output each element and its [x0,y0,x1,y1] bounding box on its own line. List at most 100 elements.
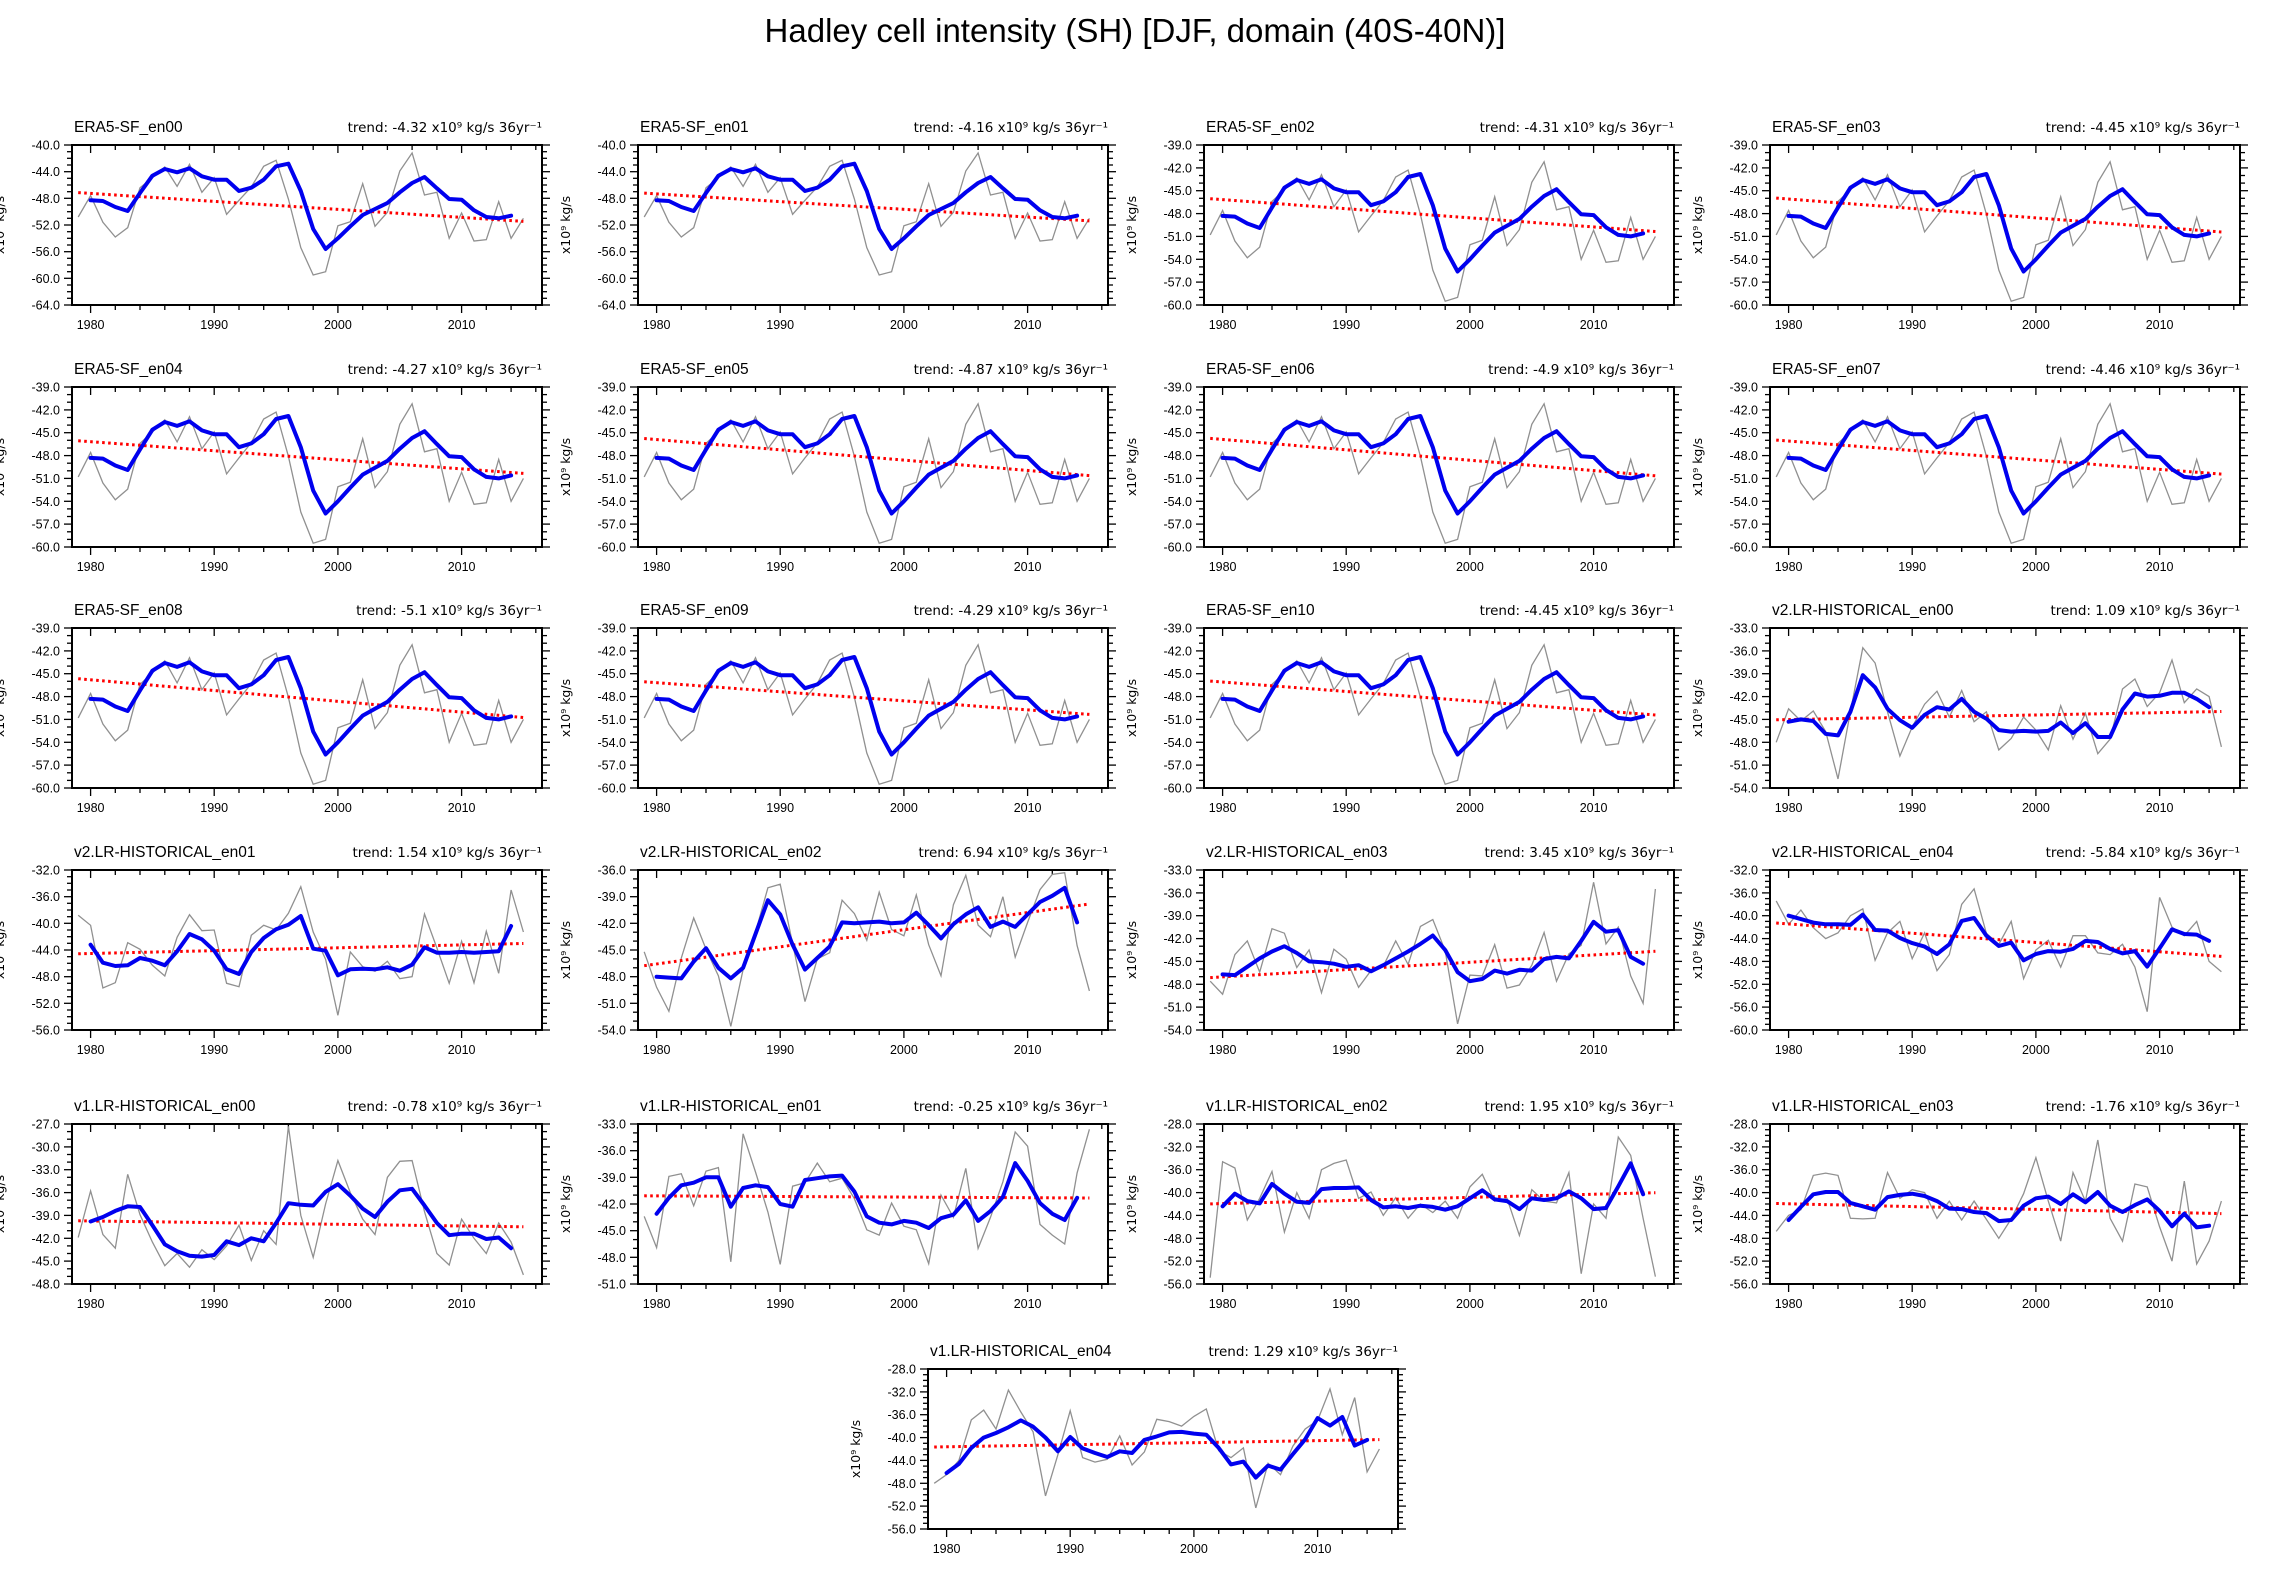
x-tick-label: 2010 [1014,318,1042,332]
panel-trend-label: trend: -4.29 x10⁹ kg/s 36yr⁻¹ [914,603,1108,619]
trend-line [1210,949,1656,980]
x-tick-label: 2010 [1580,1043,1608,1057]
trend-line [1776,196,2222,234]
plot-border [1203,144,1675,306]
y-tick-label: -40.0 [1730,909,1759,923]
x-tick-label: 1990 [1332,560,1360,574]
panel-chart: -33.0 -36.0 -39.0 -42.0 -45.0 -48.0 -51.0 -54.0… [1124,844,1682,1057]
panel-ERA5-SF_en02: -39.0 -42.0 -45.0 -48.0 -51.0 -54.0 -57.0 -60.0… [1109,111,1692,351]
panel-title: v2.LR-HISTORICAL_en02 [640,844,822,861]
y-tick-label: -56.0 [888,1523,917,1537]
x-tick-label: 2010 [448,1297,476,1311]
plot-border [1203,869,1675,1031]
x-tick-label: 2010 [1580,801,1608,815]
y-tick-label: -51.0 [1164,713,1193,727]
y-tick-label: -51.0 [598,472,627,486]
y-tick-label: -32.0 [1730,864,1759,878]
panel-ERA5-SF_en00: -40.0 -44.0 -48.0 -52.0 -56.0 -60.0 -64.0 1980 1… [0,111,560,351]
y-tick-label: -45.0 [1730,184,1759,198]
y-axis-label: x10⁹ kg/s [1690,921,1705,979]
trend-line [644,191,1090,223]
y-axis-label: x10⁹ kg/s [558,438,573,496]
y-tick-label: -39.0 [598,890,627,904]
panel-title: v2.LR-HISTORICAL_en03 [1206,844,1388,861]
y-tick-label: -54.0 [32,736,61,750]
y-tick-label: -42.0 [598,917,627,931]
panel-trend-label: trend: 3.45 x10⁹ kg/s 36yr⁻¹ [1484,845,1674,861]
y-tick-label: -48.0 [598,192,627,206]
panel-ERA5-SF_en09: -39.0 -42.0 -45.0 -48.0 -51.0 -54.0 -57.0 -60.0… [543,594,1126,834]
y-tick-label: -51.0 [1730,230,1759,244]
y-tick-label: -42.0 [1730,690,1759,704]
plot-border [71,386,543,548]
y-tick-label: -39.0 [1730,667,1759,681]
y-tick-label: -45.0 [1730,713,1759,727]
trend-line [644,680,1090,716]
y-tick-label: -45.0 [32,426,61,440]
panel-trend-label: trend: 6.94 x10⁹ kg/s 36yr⁻¹ [918,845,1108,861]
y-axis-label: x10⁹ kg/s [848,1420,863,1478]
y-tick-label: -45.0 [32,667,61,681]
x-tick-label: 2010 [1014,1297,1042,1311]
y-tick-label: -51.0 [598,1278,627,1292]
panel-trend-label: trend: -5.84 x10⁹ kg/s 36yr⁻¹ [2046,845,2240,861]
x-tick-label: 2010 [1014,801,1042,815]
panel-chart: -40.0 -44.0 -48.0 -52.0 -56.0 -60.0 -64.0 1980 1… [0,119,550,332]
smooth-series-line [654,1161,1080,1230]
trend-line [1776,921,2222,958]
y-tick-label: -60.0 [32,782,61,796]
y-tick-label: -42.0 [32,644,61,658]
plot-border [1203,627,1675,789]
trend-line [1210,679,1656,717]
x-tick-label: 1980 [643,560,671,574]
y-axis-label: x10⁹ kg/s [1690,1175,1705,1233]
panel-chart: -28.0 -32.0 -36.0 -40.0 -44.0 -48.0 -52.0 -56.0… [1124,1098,1682,1311]
y-tick-label: -48.0 [1730,736,1759,750]
panel-ERA5-SF_en06: -39.0 -42.0 -45.0 -48.0 -51.0 -54.0 -57.0 -60.0… [1109,353,1692,593]
x-tick-label: 1980 [1209,318,1237,332]
raw-series-line [643,643,1090,785]
panel-trend-label: trend: -4.9 x10⁹ kg/s 36yr⁻¹ [1488,362,1674,378]
panel-chart: -39.0 -42.0 -45.0 -48.0 -51.0 -54.0 -57.0 -60.0… [0,602,550,815]
x-tick-label: 1980 [1209,1297,1237,1311]
raw-series-line [1209,402,1656,544]
y-tick-label: -36.0 [598,864,627,878]
y-tick-label: -48.0 [598,970,627,984]
y-tick-label: -42.0 [1164,161,1193,175]
y-tick-label: -40.0 [598,139,627,153]
x-tick-label: 2000 [890,1297,918,1311]
x-tick-label: 1980 [1209,560,1237,574]
y-tick-label: -45.0 [1164,184,1193,198]
y-tick-label: -42.0 [1164,932,1193,946]
y-axis-label: x10⁹ kg/s [0,679,7,737]
x-tick-label: 1980 [643,1297,671,1311]
x-tick-label: 2010 [448,801,476,815]
trend-line [934,1438,1380,1449]
panel-title: v1.LR-HISTORICAL_en04 [930,1343,1112,1360]
x-tick-label: 2010 [1304,1542,1332,1556]
raw-series-line [1775,160,2222,302]
x-tick-label: 1990 [1056,1542,1084,1556]
y-axis-label: x10⁹ kg/s [1690,196,1705,254]
x-tick-label: 2000 [324,560,352,574]
x-tick-label: 2000 [324,318,352,332]
trend-line [1776,438,2222,476]
y-tick-label: -45.0 [1164,667,1193,681]
y-tick-label: -54.0 [598,736,627,750]
panel-title: ERA5-SF_en07 [1772,361,1881,378]
y-tick-label: -51.0 [1164,230,1193,244]
y-tick-label: -56.0 [1730,1278,1759,1292]
panel-ERA5-SF_en08: -39.0 -42.0 -45.0 -48.0 -51.0 -54.0 -57.0 -60.0… [0,594,560,834]
x-tick-label: 2000 [890,801,918,815]
y-tick-label: -48.0 [1164,978,1193,992]
panel-trend-label: trend: -4.87 x10⁹ kg/s 36yr⁻¹ [914,362,1108,378]
x-tick-label: 2010 [448,560,476,574]
y-tick-label: -56.0 [1730,1001,1759,1015]
y-tick-label: -56.0 [32,1024,61,1038]
x-tick-label: 1990 [766,1043,794,1057]
x-tick-label: 2000 [2022,801,2050,815]
x-tick-label: 1980 [1775,1043,1803,1057]
x-tick-label: 1990 [766,560,794,574]
y-axis-label: x10⁹ kg/s [1690,679,1705,737]
y-tick-label: -57.0 [1164,759,1193,773]
